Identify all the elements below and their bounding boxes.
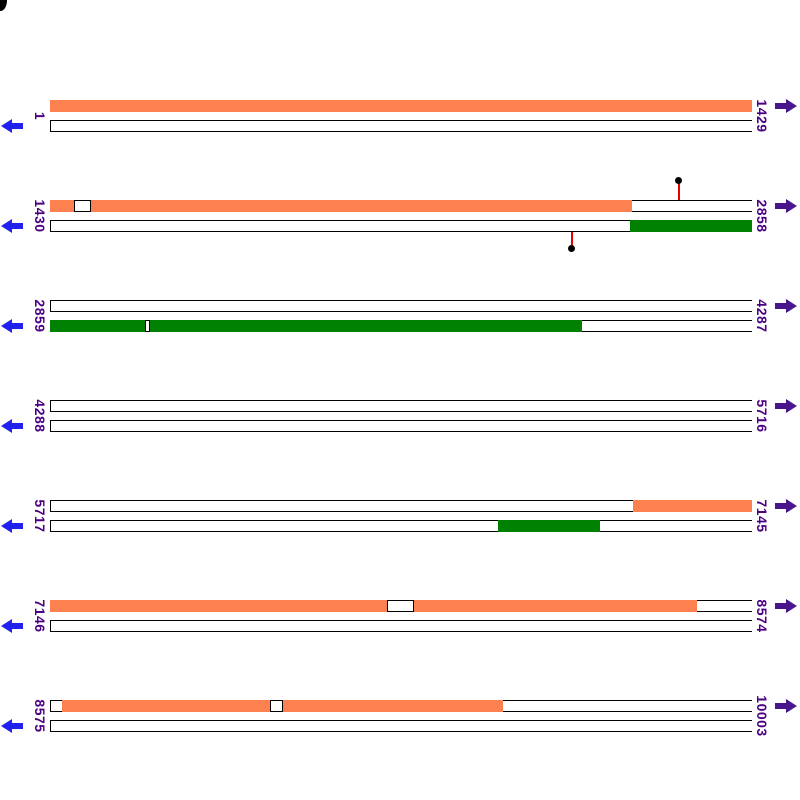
right-continuation-arrow-icon: [775, 298, 797, 314]
feature-marker-dot-icon: [675, 177, 682, 184]
feature-gap-segment: [74, 200, 91, 212]
right-continuation-arrow-icon: [775, 598, 797, 614]
empty-track-line-segment: [50, 500, 633, 512]
right-continuation-arrow-icon: [775, 198, 797, 214]
track-left-cap: [50, 500, 51, 512]
empty-track-line-segment: [50, 120, 752, 132]
panel-start-coordinate: 5717: [32, 499, 48, 533]
feature-segment: [62, 700, 270, 712]
reverse-strand-track: [50, 420, 752, 432]
right-continuation-arrow-icon: [775, 398, 797, 414]
left-continuation-arrow-icon: [1, 318, 23, 334]
reverse-strand-track: [50, 520, 752, 532]
left-continuation-arrow-icon: [1, 618, 23, 634]
panel-start-coordinate: 7146: [32, 599, 48, 633]
feature-segment: [50, 200, 74, 212]
left-continuation-arrow-icon: [1, 218, 23, 234]
empty-track-line-segment: [50, 620, 752, 632]
track-left-cap: [50, 700, 51, 712]
panel-start-coordinate: 4288: [32, 399, 48, 433]
feature-gap-segment: [145, 320, 150, 332]
feature-gap-segment: [270, 700, 283, 712]
left-continuation-arrow-icon: [1, 418, 23, 434]
panel-start-coordinate: 2859: [32, 299, 48, 333]
panel-start-coordinate: 8575: [32, 699, 48, 733]
track-left-cap: [50, 300, 51, 312]
forward-strand-track: [50, 200, 752, 212]
panel-end-coordinate: 8574: [754, 599, 770, 633]
feature-segment: [414, 600, 697, 612]
empty-track-line-segment: [50, 400, 752, 412]
left-continuation-arrow-icon: [1, 518, 23, 534]
feature-segment: [50, 600, 387, 612]
forward-strand-track: [50, 700, 752, 712]
feature-segment: [283, 700, 503, 712]
empty-track-line-segment: [503, 700, 752, 712]
reverse-strand-track: [50, 320, 752, 332]
forward-strand-track: [50, 500, 752, 512]
track-left-cap: [50, 420, 51, 432]
reverse-strand-track: [50, 620, 752, 632]
forward-strand-track: [50, 300, 752, 312]
feature-marker-stem: [571, 232, 573, 246]
right-continuation-arrow-icon: [775, 498, 797, 514]
panel-start-coordinate: 1430: [32, 199, 48, 233]
track-left-cap: [50, 220, 51, 232]
empty-track-line-segment: [582, 320, 752, 332]
panel-start-coordinate: 1: [32, 111, 48, 121]
feature-segment: [630, 220, 752, 232]
track-left-cap: [50, 720, 51, 732]
left-continuation-arrow-icon: [1, 118, 23, 134]
right-continuation-arrow-icon: [775, 98, 797, 114]
track-left-cap: [50, 400, 51, 412]
empty-track-line-segment: [50, 700, 62, 712]
feature-segment: [633, 500, 752, 512]
forward-strand-track: [50, 400, 752, 412]
left-continuation-arrow-icon: [1, 718, 23, 734]
corner-artifact: [0, 0, 7, 11]
feature-segment: [50, 320, 145, 332]
feature-segment: [50, 100, 752, 112]
panel-end-coordinate: 5716: [754, 399, 770, 433]
empty-track-line-segment: [50, 220, 630, 232]
forward-strand-track: [50, 600, 752, 612]
panel-end-coordinate: 7145: [754, 499, 770, 533]
reverse-strand-track: [50, 720, 752, 732]
feature-marker-stem: [678, 183, 680, 200]
feature-gap-segment: [387, 600, 414, 612]
reverse-strand-track: [50, 120, 752, 132]
empty-track-line-segment: [50, 720, 752, 732]
panel-end-coordinate: 2858: [754, 199, 770, 233]
empty-track-line-segment: [50, 520, 498, 532]
reverse-strand-track: [50, 220, 752, 232]
empty-track-line-segment: [600, 520, 752, 532]
panel-end-coordinate: 10003: [754, 695, 770, 737]
panel-end-coordinate: 1429: [754, 99, 770, 133]
panel-end-coordinate: 4287: [754, 299, 770, 333]
track-left-cap: [50, 620, 51, 632]
feature-segment: [150, 320, 582, 332]
empty-track-line-segment: [697, 600, 752, 612]
feature-segment: [498, 520, 600, 532]
feature-segment: [91, 200, 632, 212]
empty-track-line-segment: [632, 200, 752, 212]
right-continuation-arrow-icon: [775, 698, 797, 714]
track-left-cap: [50, 120, 51, 132]
empty-track-line-segment: [50, 300, 752, 312]
feature-marker-dot-icon: [568, 245, 575, 252]
forward-strand-track: [50, 100, 752, 112]
track-left-cap: [50, 520, 51, 532]
empty-track-line-segment: [50, 420, 752, 432]
